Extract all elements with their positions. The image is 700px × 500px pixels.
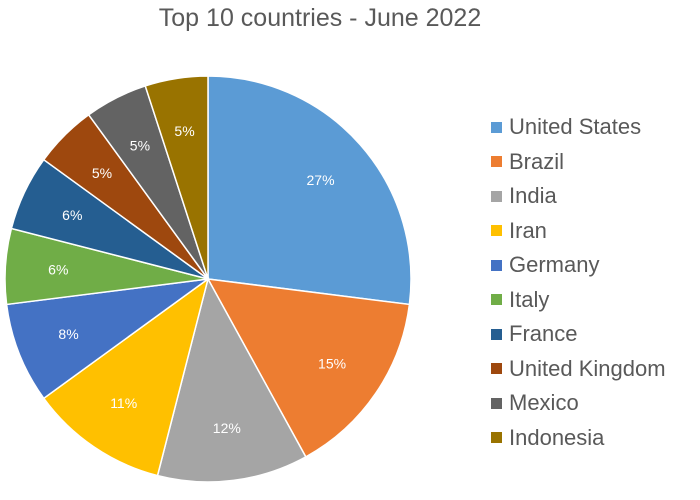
legend-swatch — [491, 328, 502, 340]
slice-label-united-kingdom: 5% — [92, 165, 112, 181]
legend: United States Brazil India Iran Germany Italy… — [491, 110, 666, 455]
legend-label: Iran — [509, 217, 547, 243]
legend-swatch — [491, 363, 502, 375]
slice-label-iran: 11% — [110, 395, 137, 411]
legend-item-united-states: United States — [491, 110, 666, 145]
legend-label: Indonesia — [509, 424, 605, 450]
legend-item-brazil: Brazil — [491, 145, 666, 180]
chart-title: Top 10 countries - June 2022 — [158, 4, 482, 32]
slice-label-italy: 6% — [48, 262, 68, 278]
slice-label-india: 12% — [213, 420, 241, 436]
legend-swatch — [491, 432, 502, 444]
legend-item-indonesia: Indonesia — [491, 421, 666, 456]
slice-brazil — [206, 278, 411, 458]
legend-item-india: India — [491, 179, 666, 214]
slice-label-united-states: 27% — [307, 172, 335, 188]
legend-label: France — [509, 321, 578, 347]
legend-label: Brazil — [509, 148, 565, 174]
legend-label: United States — [509, 114, 642, 140]
legend-item-italy: Italy — [491, 283, 666, 318]
slice-germany — [5, 278, 209, 400]
slice-label-france: 6% — [62, 207, 82, 223]
slice-label-mexico: 5% — [130, 137, 150, 153]
slice-label-indonesia: 5% — [174, 123, 194, 139]
slice-iran — [42, 277, 210, 477]
slice-label-brazil: 15% — [318, 355, 346, 371]
legend-swatch — [491, 397, 502, 409]
legend-swatch — [491, 225, 502, 237]
legend-item-mexico: Mexico — [491, 386, 666, 421]
legend-label: India — [509, 183, 557, 209]
legend-item-france: France — [491, 317, 666, 352]
slice-united-states — [207, 75, 412, 306]
slice-indonesia — [144, 75, 209, 280]
legend-swatch — [491, 121, 502, 133]
legend-swatch — [491, 156, 502, 168]
legend-item-united-kingdom: United Kingdom — [491, 352, 666, 387]
legend-swatch — [491, 259, 502, 271]
legend-swatch — [491, 190, 502, 202]
legend-label: Italy — [509, 286, 550, 312]
legend-swatch — [491, 294, 502, 306]
legend-item-iran: Iran — [491, 214, 666, 249]
legend-item-germany: Germany — [491, 248, 666, 283]
legend-label: Germany — [509, 252, 600, 278]
slice-label-germany: 8% — [58, 326, 78, 342]
legend-label: United Kingdom — [509, 355, 666, 381]
legend-label: Mexico — [509, 390, 579, 416]
slice-india — [156, 276, 307, 483]
